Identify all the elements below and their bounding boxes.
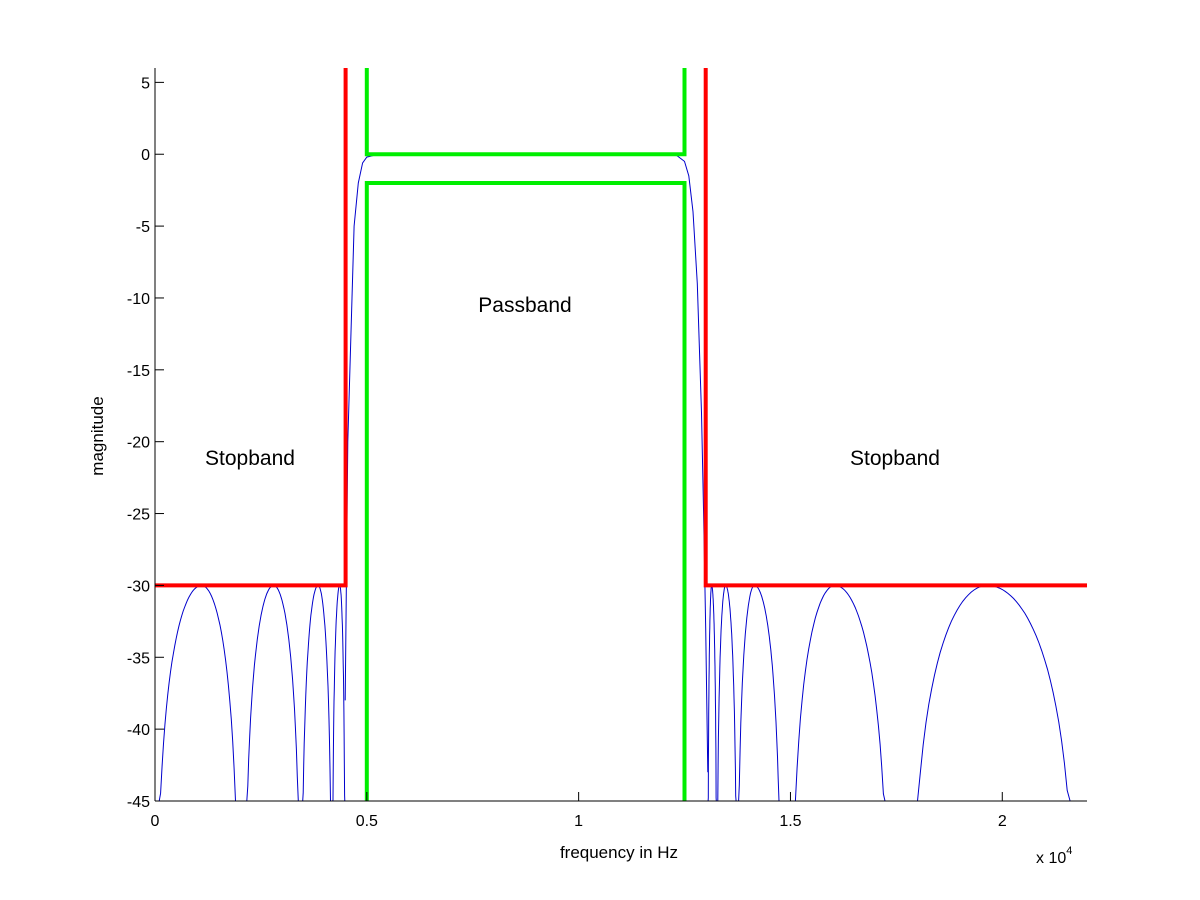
y-tick-label: -40: [127, 722, 150, 739]
y-axis-title: magnitude: [88, 396, 107, 475]
annotation-stopband-left: Stopband: [205, 447, 295, 470]
response-lobe-2: [244, 584, 302, 801]
y-tick-label: -5: [136, 219, 150, 236]
response-lobe-8: [790, 584, 890, 801]
series-group: [155, 68, 1087, 801]
y-tick-label: 0: [141, 147, 150, 164]
response-lobe-6: [716, 584, 738, 801]
annotation-stopband-right: Stopband: [850, 447, 940, 470]
x-tick-label: 1: [574, 813, 583, 830]
y-tick-label: 5: [141, 75, 150, 92]
response-lobe-5: [707, 584, 717, 801]
response-lobe-9: [909, 584, 1079, 801]
response-transition-low: [344, 153, 410, 701]
y-tick-label: -20: [127, 435, 150, 452]
y-tick-label: -10: [127, 291, 150, 308]
passband-limit-line-2: [364, 181, 687, 801]
x-axis-multiplier: x 104: [1036, 845, 1072, 867]
y-tick-label: -30: [127, 578, 150, 595]
y-tick-label: -45: [127, 794, 150, 811]
x-tick-label: 0.5: [356, 813, 378, 830]
x-tick-label: 1.5: [779, 813, 801, 830]
axes: 0 0.5 1 1.5 2 5 0 -5 -10 -15 -20 -25 -30 -35 -40 -45: [127, 68, 1087, 830]
y-tick-label: -35: [127, 650, 150, 667]
x-tick-label: 0: [151, 813, 160, 830]
response-lobe-1: [155, 584, 240, 801]
response-lobe-3: [301, 584, 333, 801]
y-tick-label: -25: [127, 507, 150, 524]
x-axis-multiplier-exponent: 4: [1066, 845, 1072, 857]
passband-limit-line-1: [364, 68, 687, 157]
stopband-limit-line-1: [155, 68, 348, 588]
stopband-limit-line-2: [703, 68, 1087, 588]
response-lobe-4: [332, 584, 346, 801]
y-tick-label: -15: [127, 363, 150, 380]
plot-area: [155, 68, 1087, 801]
response-lobe-7: [737, 584, 782, 801]
x-axis-title: frequency in Hz: [560, 843, 678, 862]
x-tick-label: 2: [998, 813, 1007, 830]
annotation-passband: Passband: [478, 294, 571, 317]
